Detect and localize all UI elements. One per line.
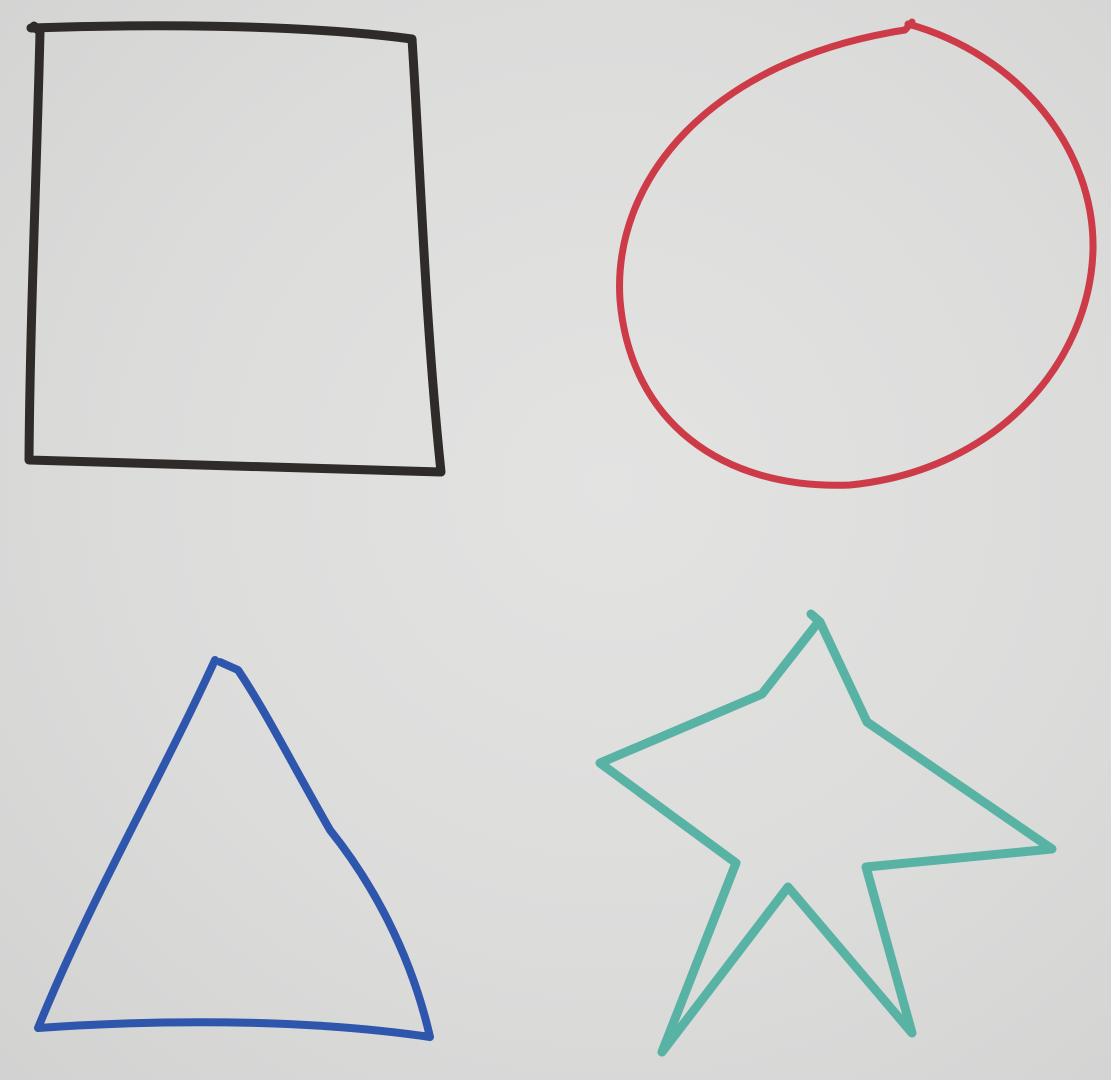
hand-drawn-star [595,609,1057,1057]
hand-drawn-square [24,21,446,477]
hand-drawn-circle [616,18,1097,489]
hand-drawn-triangle [34,656,434,1041]
